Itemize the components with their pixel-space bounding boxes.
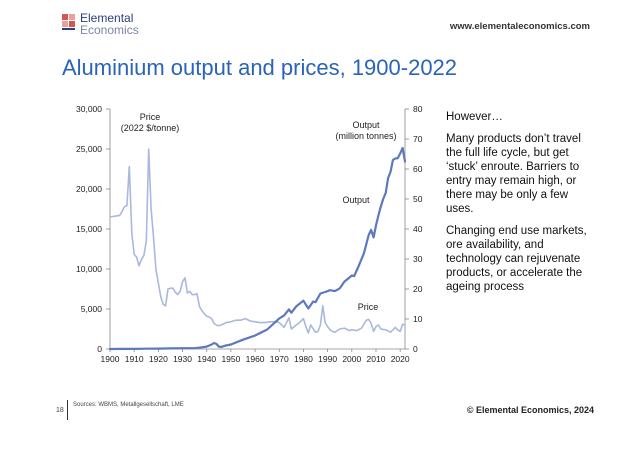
right-tick-label: 70 — [413, 134, 423, 144]
x-tick-label: 1980 — [294, 354, 313, 364]
commentary-paragraph-1: Many products don’t travel the full life… — [446, 133, 581, 215]
output-series-label: Output — [342, 195, 370, 205]
price-series-label: Price — [358, 302, 379, 312]
logo-line2: Economics — [80, 23, 139, 37]
commentary: However… Many products don’t travel the … — [446, 110, 596, 302]
price-axis-label-line2: (2022 $/tonne) — [121, 123, 180, 133]
price-series-line — [109, 148, 406, 334]
x-tick-label: 1930 — [173, 354, 192, 364]
copyright: © Elemental Economics, 2024 — [466, 405, 594, 415]
x-tick-label: 1990 — [318, 354, 337, 364]
x-tick-label: 1920 — [149, 354, 168, 364]
x-tick-label: 1940 — [197, 354, 216, 364]
commentary-paragraph-2: Changing end use markets, ore availabili… — [446, 225, 587, 293]
left-tick-label: 30,000 — [76, 104, 102, 114]
x-tick-label: 2020 — [391, 354, 410, 364]
left-tick-label: 5,000 — [81, 304, 103, 314]
x-tick-label: 2010 — [367, 354, 386, 364]
footer-divider — [67, 400, 68, 420]
right-tick-label: 50 — [413, 194, 423, 204]
output-series-line — [108, 146, 407, 351]
x-tick-label: 1960 — [246, 354, 265, 364]
left-tick-label: 15,000 — [76, 224, 102, 234]
output-axis-label-line2: (million tonnes) — [335, 131, 396, 141]
x-tick-label: 2000 — [342, 354, 361, 364]
logo-mark-icon — [62, 14, 75, 30]
page-number: 18 — [56, 407, 64, 414]
right-tick-label: 60 — [413, 164, 423, 174]
series-group — [108, 146, 407, 351]
right-tick-label: 30 — [413, 254, 423, 264]
left-tick-label: 25,000 — [76, 144, 102, 154]
left-tick-label: 20,000 — [76, 184, 102, 194]
axes: 0 5,000 10,000 15,000 20,000 25,000 30,000 0 10 2… — [76, 104, 423, 364]
x-tick-label: 1950 — [221, 354, 240, 364]
aluminium-chart: 0 5,000 10,000 15,000 20,000 25,000 30,000 0 10 2… — [76, 104, 423, 364]
right-tick-label: 80 — [413, 104, 423, 114]
output-axis-label-line1: Output — [352, 120, 380, 130]
price-axis-label-line1: Price — [140, 112, 161, 122]
page-title: Aluminium output and prices, 1900-2022 — [62, 55, 458, 80]
left-tick-label: 10,000 — [76, 264, 102, 274]
sources-note: Sources: WBMS, Metallgesellschaft, LME — [73, 402, 184, 408]
x-tick-label: 1970 — [270, 354, 289, 364]
right-tick-label: 10 — [413, 314, 423, 324]
right-tick-label: 20 — [413, 284, 423, 294]
x-tick-label: 1900 — [101, 354, 120, 364]
logo-line1: Elemental — [80, 11, 134, 25]
left-tick-label: 0 — [97, 344, 102, 354]
x-tick-label: 1910 — [125, 354, 144, 364]
commentary-heading: However… — [446, 111, 503, 123]
logo-text: Elemental Economics — [80, 12, 139, 36]
website-link[interactable]: www.elementaleconomics.com — [449, 21, 590, 32]
right-tick-label: 40 — [413, 224, 423, 234]
right-tick-label: 0 — [413, 344, 418, 354]
logo: Elemental Economics — [62, 12, 182, 42]
